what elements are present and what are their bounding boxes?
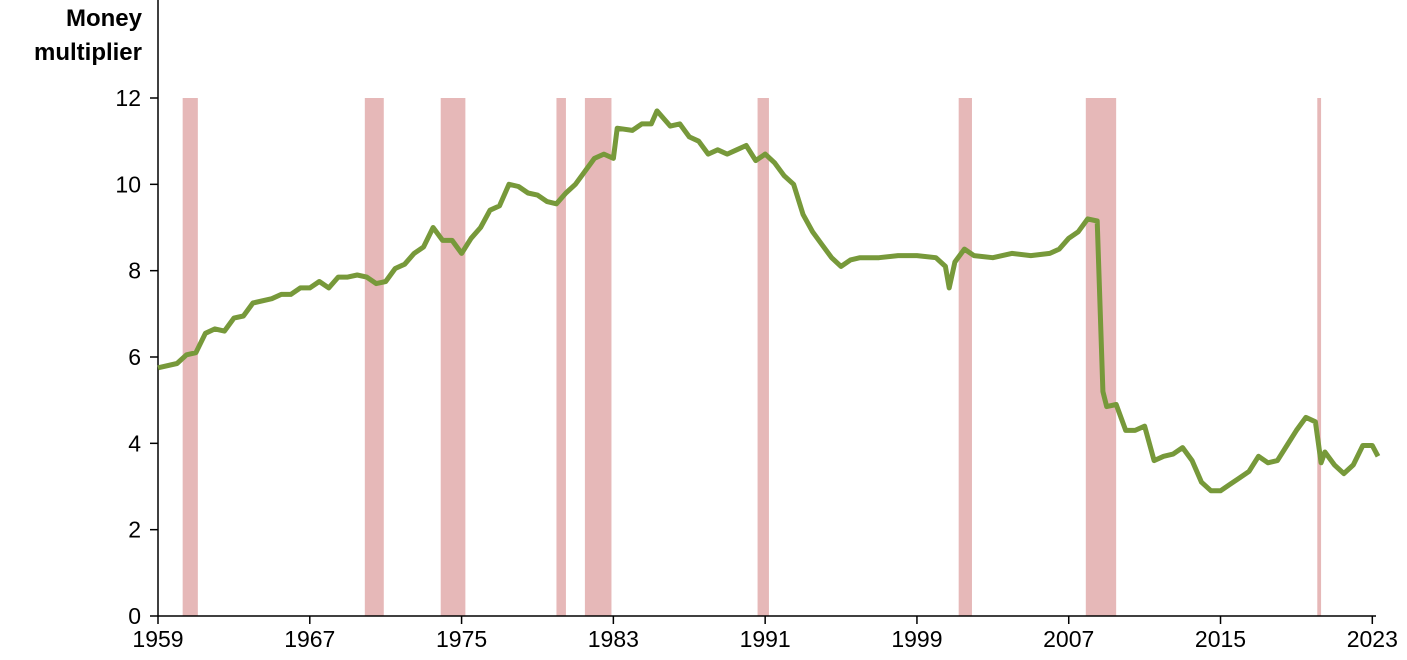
recession-band (584, 98, 612, 616)
recession-band (440, 98, 466, 616)
x-tick-label: 1975 (436, 626, 487, 652)
x-tick-label: 2015 (1195, 626, 1246, 652)
recession-band (1317, 98, 1322, 616)
recession-band (757, 98, 769, 616)
y-tick-label: 4 (128, 430, 141, 456)
x-tick-label: 1959 (132, 626, 183, 652)
y-tick-label: 10 (115, 171, 141, 197)
y-tick-label: 2 (128, 517, 141, 543)
recession-band (182, 98, 198, 616)
recession-band (364, 98, 384, 616)
y-axis-label: Money multiplier (33, 5, 142, 66)
x-tick-label: 2023 (1347, 626, 1398, 652)
x-tick-label: 1967 (284, 626, 335, 652)
x-tick-label: 1999 (891, 626, 942, 652)
y-tick-label: 0 (128, 603, 141, 629)
recession-band (556, 98, 566, 616)
x-tick-label: 2007 (1043, 626, 1094, 652)
y-tick-label: 8 (128, 258, 141, 284)
recession-band (958, 98, 972, 616)
data-line (157, 108, 1381, 494)
x-tick-label: 1983 (588, 626, 639, 652)
x-tick-label: 1991 (740, 626, 791, 652)
y-tick-label: 12 (115, 85, 141, 111)
y-tick-label: 6 (128, 344, 141, 370)
